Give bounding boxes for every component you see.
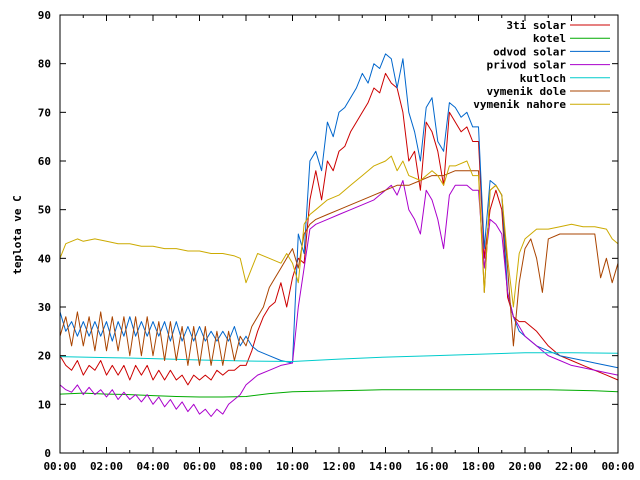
x-tick-label: 02:00 [90,460,123,473]
series-line-vymenik-dole [59,170,619,366]
y-tick-label: 60 [38,155,51,168]
x-tick-label: 22:00 [555,460,588,473]
series-layer [59,53,619,417]
series-line-privod-solar [59,180,619,417]
series-line-vymenik-nahore [59,155,619,308]
x-tick-label: 04:00 [136,460,169,473]
series-line-odvod-solar [59,53,619,369]
series-line-3ti-solar [59,72,619,386]
x-tick-label: 08:00 [229,460,262,473]
legend-label: privod solar [487,59,567,72]
x-tick-label: 00:00 [601,460,634,473]
series-line-kotel [59,389,619,398]
x-tick-label: 06:00 [183,460,216,473]
legend-label: 3ti solar [506,19,566,32]
x-tick-label: 12:00 [322,460,355,473]
x-tick-label: 18:00 [462,460,495,473]
legend-label: vymenik dole [487,85,567,98]
axis-layer: 0 10 20 30 40 50 60 70 80 90 00:00 02:00 04:00 06:00 0… [38,9,635,473]
y-tick-label: 20 [38,350,51,363]
legend-label: vymenik nahore [473,98,566,111]
y-tick-label: 50 [38,204,51,217]
y-tick-label: 70 [38,106,51,119]
y-axis-label-group: teplota ve C [11,195,24,274]
y-axis-label: teplota ve C [11,195,24,274]
y-tick-label: 0 [44,447,51,460]
y-tick-label: 10 [38,398,51,411]
x-tick-label: 14:00 [369,460,402,473]
y-tick-label: 80 [38,58,51,71]
legend-label: kotel [533,32,566,45]
legend-label: kutloch [520,72,566,85]
x-tick-label: 10:00 [276,460,309,473]
legend-label: odvod solar [493,45,566,58]
y-tick-label: 30 [38,301,51,314]
x-tick-label: 00:00 [43,460,76,473]
series-line-kutloch [59,352,619,362]
x-tick-label: 20:00 [508,460,541,473]
y-tick-label: 90 [38,9,51,22]
x-tick-label: 16:00 [415,460,448,473]
y-tick-label: 40 [38,252,51,265]
